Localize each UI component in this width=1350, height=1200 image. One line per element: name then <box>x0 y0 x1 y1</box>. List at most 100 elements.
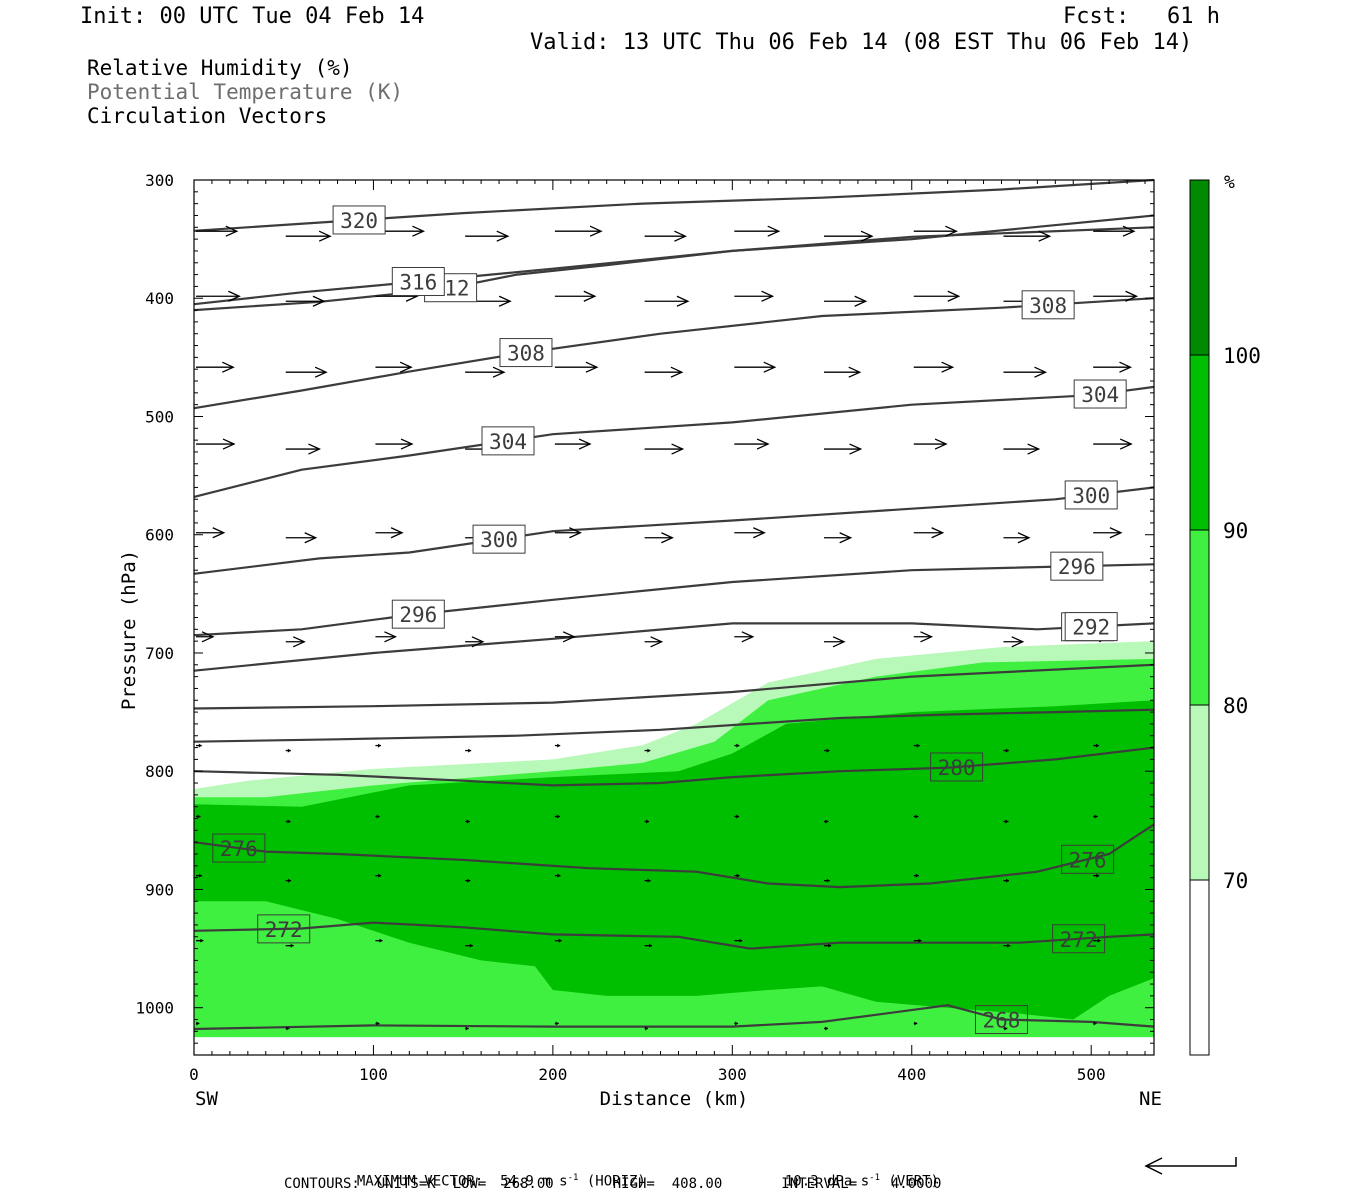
vector-head <box>644 1026 648 1031</box>
wind-vector <box>734 290 775 302</box>
colorbar-tick-label: 100 <box>1223 344 1261 368</box>
wind-vector <box>196 527 226 539</box>
wind-vector <box>375 361 413 373</box>
wind-vector <box>1003 1026 1008 1031</box>
colorbar-tick-label: 70 <box>1223 869 1248 893</box>
wind-vector <box>1003 636 1025 648</box>
vector-head <box>736 814 740 819</box>
x-tick-label: 100 <box>359 1065 388 1084</box>
wind-vector <box>375 631 398 643</box>
wind-vector <box>644 295 690 307</box>
vector-head <box>225 225 239 237</box>
vector-head <box>941 361 955 373</box>
wind-vector <box>375 938 383 943</box>
vector-head <box>756 438 770 450</box>
y-tick-label: 600 <box>145 526 174 545</box>
vector-head <box>826 878 830 883</box>
vector-head <box>201 631 215 643</box>
wind-vector <box>824 532 853 544</box>
vector-layer <box>196 225 1139 1031</box>
wind-vector <box>734 361 777 373</box>
colorbar-segment <box>1189 704 1210 881</box>
wind-vector <box>554 1021 559 1026</box>
vector-head <box>578 438 592 450</box>
vector-head <box>465 1026 469 1031</box>
init-time: Init: 00 UTC Tue 04 Feb 14 <box>80 4 425 29</box>
wind-vector <box>554 438 592 450</box>
vector-head <box>556 814 560 819</box>
vector-head <box>557 743 561 748</box>
vector-head <box>562 631 576 643</box>
vector-head <box>1095 743 1099 748</box>
vector-head <box>1027 443 1041 455</box>
vector-head <box>1038 230 1052 242</box>
valid-time: Valid: 13 UTC Thu 06 Feb 14 (08 EST Thu … <box>530 30 1193 55</box>
wind-vector <box>1003 230 1052 242</box>
theta-contour-268 <box>193 1004 1155 1031</box>
wind-vector <box>554 631 576 643</box>
vector-head <box>384 631 398 643</box>
vector-head <box>647 878 651 883</box>
contour-label-box <box>332 205 386 235</box>
vector-head <box>934 438 948 450</box>
rh-region-90-100 <box>194 700 1154 1020</box>
wind-vector <box>1093 225 1136 237</box>
contour-label-304: 304 <box>481 426 535 456</box>
vector-head <box>199 873 202 878</box>
contour-label-box <box>499 338 553 368</box>
wind-vector <box>1093 814 1098 819</box>
wind-vector <box>465 1026 469 1031</box>
vector-head <box>648 943 652 948</box>
vector-head <box>676 295 690 307</box>
contour-label-box <box>481 426 535 456</box>
x-end-label-right: NE <box>1139 1088 1162 1110</box>
wind-vector <box>554 361 599 373</box>
contour-label-272: 272 <box>257 914 311 944</box>
vector-head <box>228 290 241 302</box>
wind-vector <box>1093 938 1101 943</box>
wind-vector <box>824 748 830 753</box>
wind-vector <box>913 938 922 943</box>
vector-head <box>1017 532 1031 544</box>
vector-head <box>1109 527 1123 539</box>
vector-head <box>412 225 426 237</box>
vector-head <box>379 938 383 943</box>
contour-label-layer: 2682722722762762802922962923002963043003… <box>212 205 1127 1035</box>
contour-label-text: 296 <box>399 603 437 627</box>
vector-head <box>647 748 651 753</box>
wind-vector <box>1093 361 1133 373</box>
wind-vector <box>824 366 862 378</box>
contour-label-text: 316 <box>399 270 437 294</box>
colorbar: 100 90 80 70 <box>1189 179 1261 1056</box>
rh-fill-layer <box>194 641 1154 1055</box>
wind-vector <box>734 873 740 878</box>
contour-label-text: 300 <box>1072 484 1110 508</box>
wind-vector <box>196 225 239 237</box>
theta-contour-304 <box>193 385 1155 498</box>
vector-head <box>739 938 743 943</box>
vector-head <box>741 631 755 643</box>
contour-label-box <box>930 752 984 782</box>
wind-vector <box>824 819 829 824</box>
max-vector-vert-exp: -1 <box>869 1173 880 1183</box>
wind-vector <box>824 878 830 883</box>
contour-label-272: 272 <box>1052 924 1106 954</box>
wind-vector <box>734 743 740 748</box>
vector-head <box>1005 748 1009 753</box>
vector-head <box>1119 438 1133 450</box>
theta-contour-296 <box>193 563 1155 637</box>
vector-head <box>1093 1021 1097 1026</box>
max-vector-text: MAXIMUM VECTOR: 54.9 m s <box>356 1173 568 1190</box>
wind-vector <box>824 943 832 948</box>
contour-label-box <box>1064 480 1118 510</box>
max-vector-vert-line: 10.3 dPa s-1 (VERT) <box>768 1157 939 1190</box>
field-theta-label: Potential Temperature (K) <box>87 80 404 104</box>
wind-vector <box>644 748 651 753</box>
wind-vector <box>465 636 485 648</box>
wind-vector <box>285 748 291 753</box>
vector-head <box>915 873 919 878</box>
wind-vector <box>913 631 934 643</box>
wind-vector <box>285 878 292 883</box>
wind-vector <box>1093 743 1099 748</box>
